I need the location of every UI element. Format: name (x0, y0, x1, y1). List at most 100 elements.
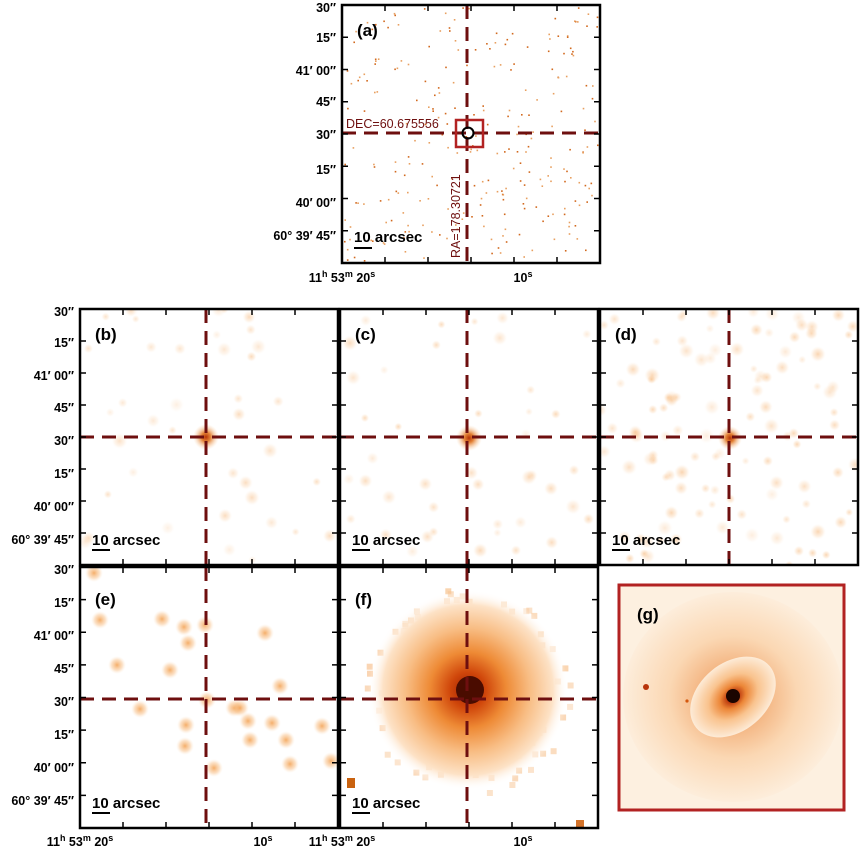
emission-blob (103, 490, 113, 499)
source-peak (193, 424, 219, 450)
photon-event (592, 85, 594, 87)
panel-c-emission (342, 311, 595, 559)
photon-event (466, 64, 468, 67)
photon-event (444, 12, 447, 15)
photon-event (517, 125, 520, 128)
emission-blob (262, 442, 278, 459)
emission-blob (831, 466, 844, 479)
emission-blob (264, 515, 279, 530)
panel-a-frame (340, 3, 602, 265)
photon-event (539, 178, 542, 181)
photon-event (542, 220, 544, 223)
emission-blob (526, 385, 536, 395)
emission-blob (709, 484, 721, 496)
photon-event (352, 147, 355, 149)
emission-blob (437, 320, 446, 329)
panel-a-xtick-labels: 11h 53m 20s 10s (309, 269, 533, 285)
photon-event (570, 177, 572, 179)
emission-blob (345, 370, 361, 386)
photon-event (471, 216, 473, 218)
photon-event (344, 240, 346, 243)
tick-marks (80, 5, 858, 828)
photon-event (518, 233, 521, 236)
emission-blob (704, 399, 720, 415)
emission-blob (625, 361, 641, 377)
photon-event (547, 50, 550, 53)
photon-event (502, 194, 505, 196)
photon-event (407, 224, 409, 227)
photon-event (584, 129, 586, 131)
emission-blob (804, 326, 818, 340)
photon-event (547, 215, 550, 217)
panel-g-label: (g) (637, 605, 659, 624)
photon-event (569, 148, 571, 151)
photon-event (578, 181, 581, 184)
photon-event (531, 249, 534, 252)
photon-event (535, 206, 538, 208)
photon-event (402, 212, 405, 214)
ytick-label: 30″ (316, 1, 336, 15)
emission-blob (238, 475, 253, 490)
emission-spot (322, 752, 338, 770)
emission-blob (788, 331, 801, 344)
photon-event (446, 237, 448, 240)
emission-blob (698, 427, 715, 444)
photon-event (373, 166, 376, 168)
emission-spot (256, 624, 274, 642)
emission-blob (747, 309, 760, 318)
photon-event (548, 33, 550, 36)
emission-blob (360, 413, 370, 423)
halo-pixel (567, 703, 574, 710)
photon-event (358, 76, 361, 79)
row-e-ytick-labels: 30″ 15″ 41′ 00″ 45″ 30″ 15″ 40′ 00″ 60° … (11, 563, 74, 808)
photon-event (456, 202, 458, 205)
emission-blob (160, 521, 175, 535)
emission-spot (131, 700, 149, 718)
source-peak (456, 425, 482, 451)
ytick-label: 30″ (54, 434, 74, 448)
photon-event (577, 21, 579, 23)
photon-event (527, 145, 530, 148)
emission-blob (83, 343, 94, 354)
ytick-label: 40′ 00″ (296, 196, 336, 210)
photon-event (577, 7, 580, 9)
photon-event (454, 107, 456, 109)
emission-blob (715, 520, 730, 535)
emission-blob (671, 392, 682, 403)
emission-blob (674, 481, 688, 495)
ytick-label: 30″ (54, 563, 74, 577)
photon-event (462, 212, 465, 214)
emission-blob (427, 501, 440, 513)
ytick-label: 45″ (54, 662, 74, 676)
halo-pixel (384, 751, 391, 758)
emission-blob (679, 309, 689, 319)
panel-c-label: (c) (355, 325, 376, 344)
photon-event (532, 131, 534, 133)
emission-blob (801, 499, 812, 509)
photon-event (578, 204, 581, 207)
photon-event (574, 20, 577, 23)
photon-event (346, 70, 349, 72)
emission-blob (246, 351, 257, 362)
emission-blob (707, 500, 717, 509)
emission-blob (360, 314, 372, 327)
photon-event (396, 67, 399, 70)
photon-event (457, 49, 460, 51)
photon-event (439, 234, 441, 236)
panel-f-scale-label: 10 arcsec (352, 795, 420, 812)
photon-event (495, 32, 498, 35)
emission-blob (492, 518, 504, 530)
photon-event (590, 182, 593, 185)
panel-f: (f) 10 arcsec (338, 565, 600, 830)
emission-blob (242, 310, 256, 324)
emission-blob (565, 498, 581, 515)
photon-event (564, 180, 566, 183)
photon-event (550, 157, 552, 159)
emission-spot (153, 610, 171, 628)
emission-blob (472, 543, 488, 558)
emission-blob (342, 335, 358, 351)
emission-blob (749, 323, 763, 337)
photon-event (563, 52, 565, 55)
emission-blob (810, 523, 826, 540)
panel-a: (a) DEC=60.675556 RA=178.30721 10 arcsec (340, 3, 602, 265)
